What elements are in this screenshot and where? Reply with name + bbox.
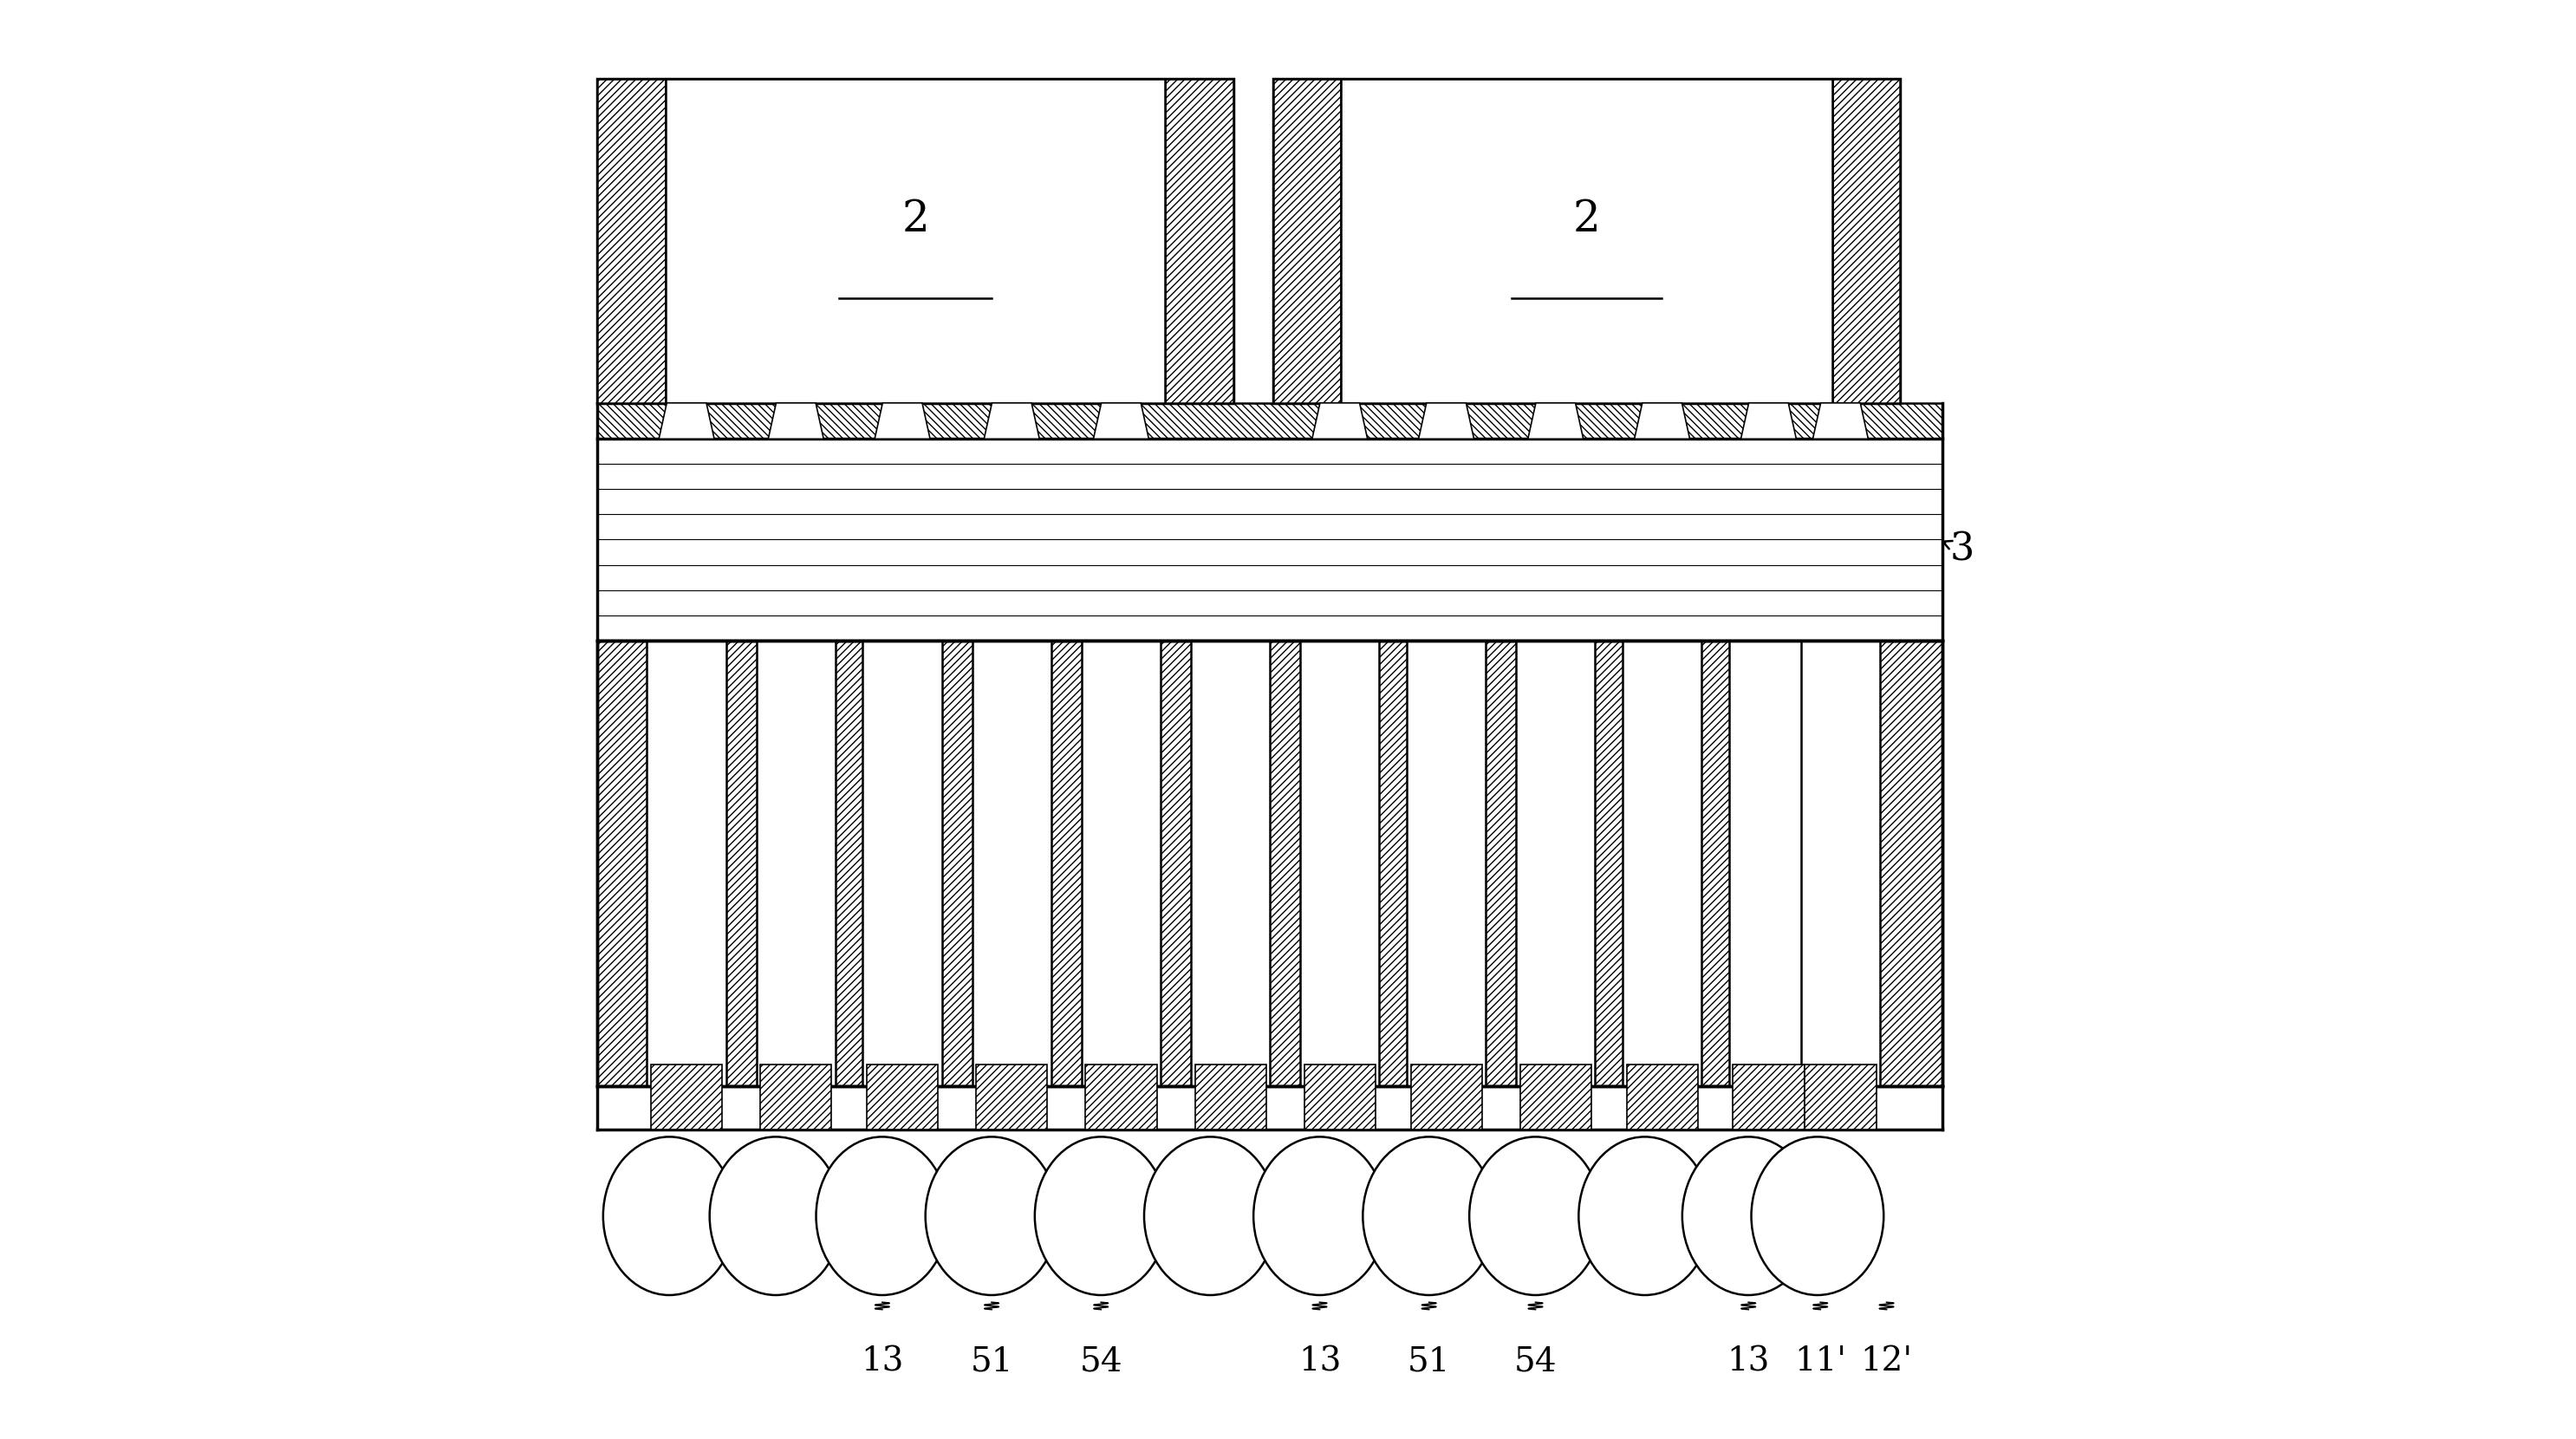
Ellipse shape xyxy=(708,1137,842,1295)
Polygon shape xyxy=(876,403,930,439)
Bar xyxy=(1806,1065,1875,1130)
Bar xyxy=(1625,1065,1698,1130)
Bar xyxy=(1273,79,1342,403)
Bar xyxy=(598,1086,1942,1130)
Polygon shape xyxy=(1092,403,1149,439)
Bar xyxy=(652,1065,721,1130)
Bar xyxy=(971,640,1051,1086)
Text: 2: 2 xyxy=(902,199,930,240)
Bar xyxy=(1195,1065,1265,1130)
Polygon shape xyxy=(984,403,1041,439)
Ellipse shape xyxy=(1579,1137,1710,1295)
Bar xyxy=(1303,1065,1376,1130)
Polygon shape xyxy=(1311,403,1368,439)
Polygon shape xyxy=(1814,403,1868,439)
Text: 13: 13 xyxy=(860,1345,904,1377)
Ellipse shape xyxy=(1036,1137,1167,1295)
Bar xyxy=(1190,640,1270,1086)
Bar xyxy=(1728,640,1808,1086)
Text: 3: 3 xyxy=(1942,531,1973,568)
Bar xyxy=(598,465,1942,489)
Bar xyxy=(1342,79,1832,403)
Bar xyxy=(598,403,1942,439)
Text: 51: 51 xyxy=(1406,1345,1450,1377)
Ellipse shape xyxy=(1752,1137,1883,1295)
Bar xyxy=(1832,79,1899,403)
Bar xyxy=(1734,1065,1803,1130)
Polygon shape xyxy=(1741,403,1795,439)
Bar xyxy=(598,514,1942,540)
Text: 54: 54 xyxy=(1079,1345,1123,1377)
Bar xyxy=(598,640,1942,1086)
Bar xyxy=(598,616,1942,640)
Bar xyxy=(1520,1065,1592,1130)
Bar xyxy=(760,1065,832,1130)
Ellipse shape xyxy=(1144,1137,1278,1295)
Text: 13: 13 xyxy=(1726,1345,1770,1377)
Bar xyxy=(1412,1065,1481,1130)
Bar xyxy=(1301,640,1378,1086)
Bar xyxy=(863,640,943,1086)
Bar xyxy=(598,590,1942,616)
Bar xyxy=(1164,79,1234,403)
Bar xyxy=(667,79,1164,403)
Bar xyxy=(1801,640,1880,1086)
Ellipse shape xyxy=(1363,1137,1494,1295)
Ellipse shape xyxy=(817,1137,948,1295)
Bar xyxy=(598,79,667,403)
Ellipse shape xyxy=(1682,1137,1814,1295)
Bar xyxy=(976,1065,1048,1130)
Bar xyxy=(1623,640,1703,1086)
Bar xyxy=(1082,640,1162,1086)
Ellipse shape xyxy=(603,1137,737,1295)
Text: 54: 54 xyxy=(1515,1345,1556,1377)
Text: 51: 51 xyxy=(971,1345,1012,1377)
Bar xyxy=(647,640,726,1086)
Text: 11': 11' xyxy=(1795,1345,1847,1377)
Bar xyxy=(757,640,835,1086)
Bar xyxy=(866,1065,938,1130)
Bar xyxy=(1084,1065,1157,1130)
Bar xyxy=(1406,640,1486,1086)
Bar xyxy=(598,564,1942,590)
Bar xyxy=(598,79,1234,403)
Bar xyxy=(1273,79,1899,403)
Bar xyxy=(598,489,1942,514)
Polygon shape xyxy=(1528,403,1584,439)
Text: 13: 13 xyxy=(1298,1345,1342,1377)
Text: 2: 2 xyxy=(1574,199,1600,240)
Polygon shape xyxy=(1419,403,1473,439)
Bar xyxy=(598,439,1942,463)
Ellipse shape xyxy=(925,1137,1059,1295)
Ellipse shape xyxy=(1468,1137,1602,1295)
Polygon shape xyxy=(768,403,824,439)
Bar xyxy=(1517,640,1595,1086)
Text: 12': 12' xyxy=(1860,1345,1911,1377)
Polygon shape xyxy=(659,403,714,439)
Polygon shape xyxy=(1633,403,1690,439)
Bar xyxy=(598,540,1942,564)
Ellipse shape xyxy=(1255,1137,1386,1295)
